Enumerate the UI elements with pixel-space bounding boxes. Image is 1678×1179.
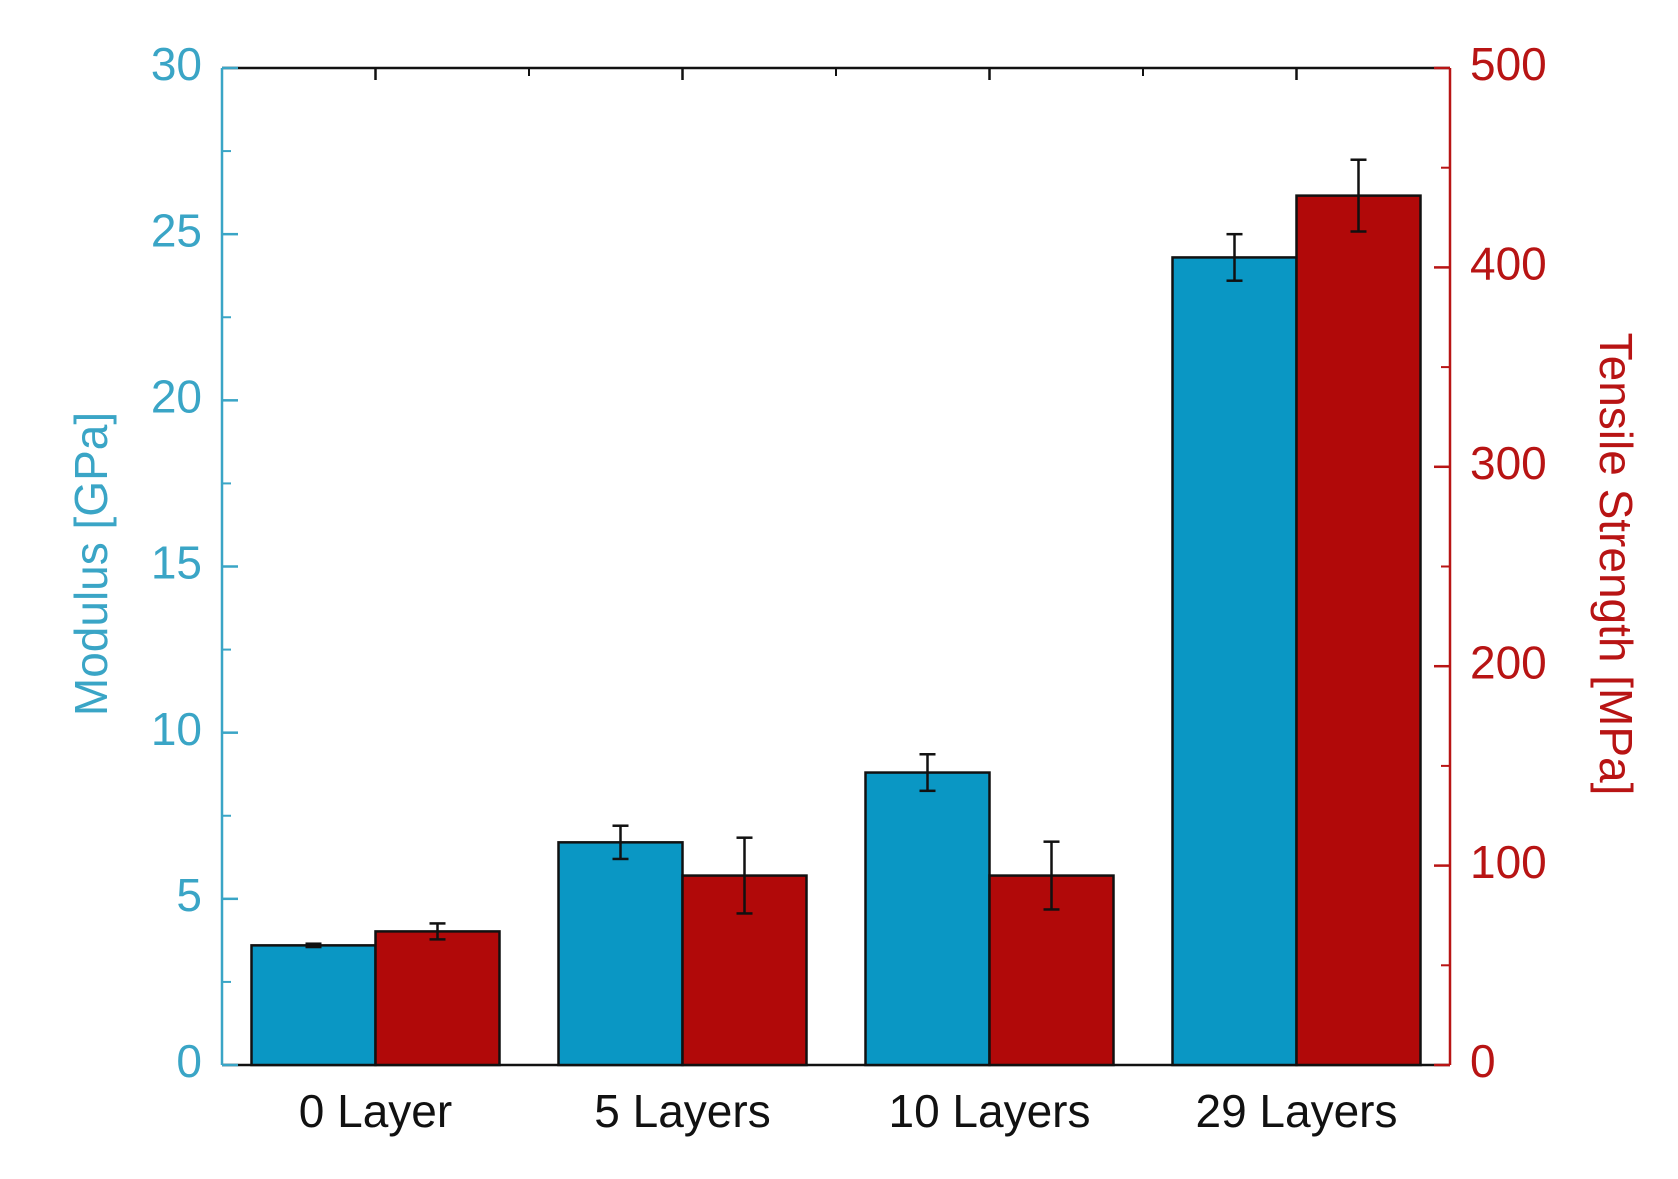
x-category-label: 0 Layer [299, 1085, 452, 1137]
bar [1171, 256, 1298, 1067]
left-tick-label: 30 [151, 38, 202, 90]
left-tick-label: 0 [176, 1035, 202, 1087]
x-category-label: 10 Layers [888, 1085, 1090, 1137]
bar [864, 771, 991, 1067]
bar [557, 841, 684, 1067]
bar [374, 930, 501, 1067]
right-tick-label: 300 [1470, 437, 1547, 489]
right-tick-label: 500 [1470, 38, 1547, 90]
right-tick-label: 0 [1470, 1035, 1496, 1087]
right-axis-title: Tensile Strength [MPa] [1590, 333, 1642, 796]
left-tick-label: 10 [151, 703, 202, 755]
right-tick-label: 100 [1470, 836, 1547, 888]
left-tick-label: 15 [151, 537, 202, 589]
x-category-label: 5 Layers [594, 1085, 770, 1137]
x-category-label: 29 Layers [1195, 1085, 1397, 1137]
left-tick-label: 20 [151, 370, 202, 422]
left-tick-label: 5 [176, 869, 202, 921]
right-tick-label: 200 [1470, 636, 1547, 688]
bar [1295, 194, 1422, 1067]
left-axis-title: Modulus [GPa] [65, 412, 117, 716]
right-tick-label: 400 [1470, 238, 1547, 290]
bar [250, 944, 377, 1067]
left-tick-label: 25 [151, 204, 202, 256]
